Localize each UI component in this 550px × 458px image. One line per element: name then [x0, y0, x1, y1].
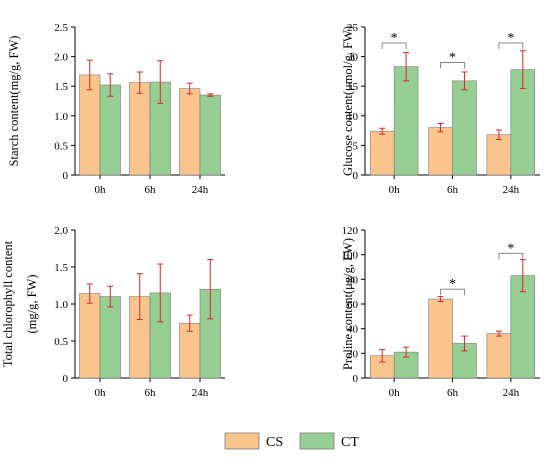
- y-axis-label: Glucose content(μmol/g, FW): [341, 26, 355, 176]
- significance-star: *: [449, 51, 456, 66]
- legend-swatch-cs: [224, 432, 260, 450]
- bar-cs-24h: [179, 88, 201, 176]
- significance-bracket: [440, 62, 465, 69]
- y-tick-label: 0: [353, 170, 359, 182]
- y-tick-label: 20: [347, 52, 359, 64]
- y-axis-label: Starch content(mg/g, FW): [7, 36, 21, 167]
- significance-bracket: [440, 288, 465, 296]
- x-tick-label: 0h: [389, 387, 401, 399]
- legend-label-cs: CS: [266, 435, 283, 450]
- bar-cs-24h: [486, 333, 512, 379]
- y-tick-label: 0.5: [54, 336, 68, 348]
- bar-cs-24h: [486, 134, 512, 176]
- bar-ct-6h: [452, 80, 477, 176]
- significance-bracket: [498, 252, 524, 260]
- bar-cs-6h: [428, 298, 453, 379]
- y-tick-label: 0.5: [54, 140, 68, 152]
- significance-star: *: [507, 241, 514, 256]
- x-tick-label: 6h: [447, 184, 459, 196]
- y-tick-label: 0: [63, 170, 69, 182]
- y-tick-label: 1.0: [54, 111, 68, 123]
- significance-bracket: [381, 42, 407, 49]
- chart-panels: 0 0.5 1.0 1.5 2.0 2.5 Starch content(mg/g, FW)…: [1, 22, 540, 399]
- y-axis-label: Total chlorophyll content: [1, 240, 15, 367]
- y-axis-label: Proline content(μg/g, FW): [341, 238, 355, 370]
- chart-panel-1: 0 0.5 1.0 1.5 2.0 2.5 Starch content(mg/g, FW)…: [7, 22, 225, 196]
- x-tick-label: 0h: [95, 184, 107, 196]
- y-tick-label: 1.0: [54, 299, 68, 311]
- bar-ct-0h: [99, 84, 121, 176]
- y-tick-label: 0: [353, 373, 359, 385]
- significance-star: *: [449, 277, 456, 292]
- x-tick-label: 24h: [503, 387, 520, 399]
- bar-ct-0h: [393, 66, 419, 176]
- y-tick-label: 40: [347, 324, 359, 336]
- bar-cs-0h: [79, 293, 101, 379]
- significance-bracket: [498, 42, 524, 49]
- legend-label-ct: CT: [341, 435, 359, 450]
- legend-swatch-ct: [299, 432, 335, 450]
- bar-ct-0h: [99, 296, 121, 379]
- y-tick-label: 120: [342, 225, 359, 237]
- y-tick-label: 25: [347, 22, 359, 34]
- x-tick-label: 0h: [95, 387, 107, 399]
- bar-cs-6h: [129, 82, 151, 176]
- x-tick-label: 6h: [447, 387, 459, 399]
- y-tick-label: 2.0: [54, 225, 68, 237]
- y-tick-label: 2.0: [54, 52, 68, 64]
- bar-ct-24h: [199, 94, 221, 176]
- y-tick-label: 1.5: [54, 262, 68, 274]
- bar-cs-0h: [369, 130, 395, 176]
- x-tick-label: 24h: [192, 184, 209, 196]
- y-tick-label: 10: [347, 111, 359, 123]
- x-tick-label: 0h: [389, 184, 401, 196]
- y-tick-label: 20: [347, 348, 359, 360]
- y-tick-label: 100: [342, 250, 359, 262]
- y-tick-label: 1.5: [54, 81, 68, 93]
- chart-panel-3: 0 0.5 1.0 1.5 2.0 Total chlorophyll content (m…: [1, 225, 225, 399]
- y-axis-label: (mg/g, FW): [25, 274, 39, 333]
- significance-star: *: [507, 31, 514, 46]
- y-tick-label: 80: [347, 274, 359, 286]
- y-tick-label: 60: [347, 299, 359, 311]
- x-tick-label: 6h: [145, 184, 157, 196]
- y-tick-label: 2.5: [54, 22, 68, 34]
- significance-star: *: [391, 31, 398, 46]
- bar-cs-6h: [428, 127, 453, 176]
- legend: CS CT: [224, 432, 359, 450]
- x-tick-label: 24h: [192, 387, 209, 399]
- y-tick-label: 0: [63, 373, 69, 385]
- x-tick-label: 24h: [503, 184, 520, 196]
- x-tick-label: 6h: [145, 387, 157, 399]
- y-tick-label: 5: [353, 140, 359, 152]
- y-tick-label: 15: [347, 81, 359, 93]
